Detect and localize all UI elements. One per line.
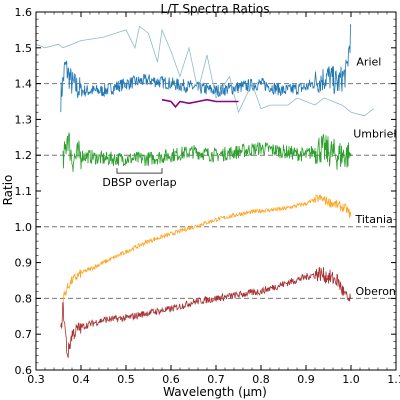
y-tick-label: 0.9: [15, 257, 33, 270]
y-tick-label: 1.0: [15, 221, 33, 234]
y-axis-label: Ratio: [1, 175, 15, 206]
x-tick-label: 0.9: [297, 373, 315, 386]
y-tick-label: 1.5: [15, 42, 33, 55]
plot-frame: [35, 11, 397, 371]
x-tick-label: 0.3: [27, 373, 45, 386]
series-label-ariel: Ariel: [356, 56, 381, 69]
series-line-series-1: [35, 25, 374, 117]
dbsp-bracket: [116, 168, 163, 174]
y-tick-label: 0.7: [15, 328, 33, 341]
series-line-ariel: [60, 24, 352, 113]
y-tick-label: 1.2: [15, 149, 33, 162]
x-tick-label: 0.8: [252, 373, 270, 386]
chart-title: L/T Spectra Ratios: [161, 2, 270, 16]
axis-ticks: 0.3 0.4 0.5 0.6 0.7 0.8 0.9 1.0 1.1 0.6 0.7 0.8 0.9 1…: [15, 6, 400, 386]
x-tick-label: 1.1: [387, 373, 400, 386]
dbsp-label: DBSP overlap: [102, 176, 176, 189]
y-tick-label: 1.3: [15, 113, 33, 126]
x-axis-label: Wavelength (μm): [163, 385, 267, 399]
x-tick-label: 0.6: [162, 373, 180, 386]
series-labels: Ariel Umbriel Titania Oberon: [353, 56, 396, 298]
x-tick-label: 0.4: [72, 373, 90, 386]
series-label-umbriel: Umbriel: [353, 127, 396, 140]
x-tick-label: 1.0: [342, 373, 360, 386]
y-tick-label: 1.6: [15, 6, 33, 19]
dbsp-annotation: DBSP overlap: [102, 168, 177, 189]
y-tick-label: 1.4: [15, 78, 33, 91]
x-tick-label: 0.7: [207, 373, 225, 386]
y-tick-label: 0.6: [15, 364, 33, 377]
series-label-titania: Titania: [355, 213, 393, 226]
series-line-titania: [62, 194, 352, 304]
x-tick-label: 0.5: [117, 373, 135, 386]
series-line-series-2: [161, 98, 239, 109]
y-tick-label: 1.1: [15, 185, 33, 198]
series-line-umbriel: [62, 131, 352, 172]
series-label-oberon: Oberon: [356, 285, 396, 298]
y-tick-label: 0.8: [15, 292, 33, 305]
series-line-oberon: [60, 267, 352, 358]
reference-lines: [36, 83, 396, 299]
series-layer: [35, 24, 374, 358]
